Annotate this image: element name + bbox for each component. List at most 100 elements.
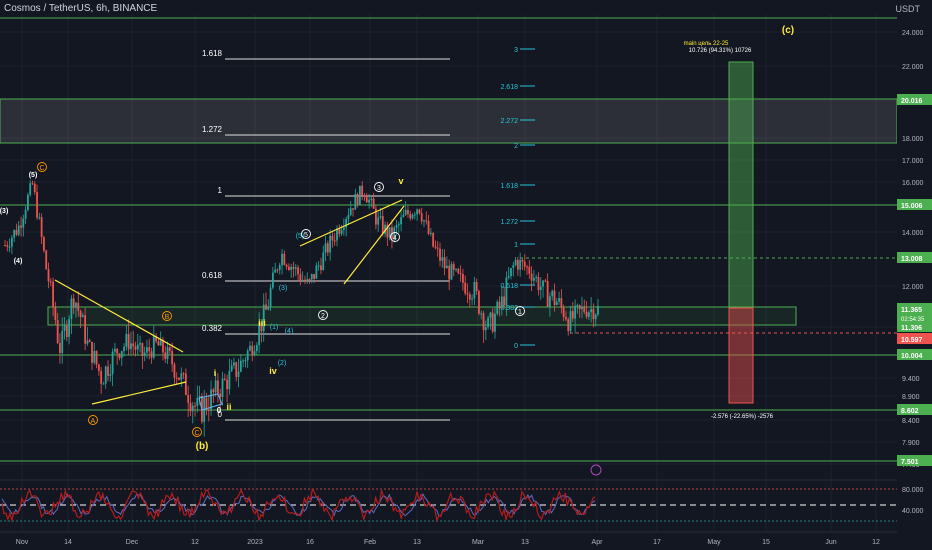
x-tick-label: 16 — [306, 539, 314, 546]
candle-body — [56, 320, 59, 343]
candle-body — [505, 277, 508, 306]
candle-body — [416, 209, 419, 215]
price-tag-label: 11.306 — [901, 325, 922, 332]
candle-body — [393, 227, 396, 240]
candle-body — [301, 279, 304, 282]
candle-body — [65, 325, 68, 338]
wave-label: B — [165, 314, 170, 321]
support-zone — [47, 306, 797, 326]
wave-circle — [515, 306, 525, 316]
candle-body — [583, 306, 586, 312]
candle-body — [205, 397, 208, 410]
x-tick-label: 17 — [653, 539, 661, 546]
candle-body — [310, 274, 313, 280]
candle-body — [397, 224, 400, 226]
candle-body — [402, 214, 405, 218]
countdown-label: 02:54:35 — [901, 317, 925, 323]
candle-body — [109, 374, 112, 376]
candle-body — [503, 296, 506, 306]
candle-body — [445, 265, 448, 269]
x-tick-label: 12 — [191, 539, 199, 546]
candle-body — [123, 346, 125, 352]
candle-body — [86, 340, 89, 344]
fib-cyan-label: 2.272 — [500, 118, 518, 125]
candle-body — [388, 227, 391, 238]
candle-body — [510, 268, 512, 277]
candle-body — [262, 304, 265, 332]
price-tag — [897, 321, 932, 332]
candle-body — [425, 220, 428, 222]
candle-body — [111, 351, 114, 375]
candle-body — [175, 377, 178, 379]
candle-body — [187, 394, 190, 403]
candle-body — [68, 318, 71, 338]
candle-body — [59, 342, 61, 354]
wave-circle — [318, 310, 328, 320]
candle-body — [480, 313, 483, 315]
target-note: main цель 22-25 — [684, 41, 729, 47]
candle-body — [523, 261, 526, 267]
candle-body — [567, 319, 570, 332]
wave-label: 5 — [304, 232, 308, 239]
x-tick-label: 15 — [762, 539, 770, 546]
price-tag-label: 15.006 — [901, 203, 923, 210]
candle-body — [271, 272, 274, 288]
candle-body — [546, 281, 549, 307]
candle-body — [251, 345, 254, 356]
candle-body — [70, 298, 73, 319]
candle-body — [168, 347, 171, 351]
candle-body — [478, 291, 480, 314]
x-tick-label: 2023 — [247, 539, 263, 546]
wave-label: i — [214, 368, 217, 378]
candle-body — [196, 398, 199, 406]
candle-body — [217, 380, 219, 394]
candle-body — [386, 224, 389, 238]
candle-body — [22, 218, 25, 228]
candle-body — [93, 350, 96, 363]
candle-body — [24, 209, 27, 219]
candle-body — [407, 209, 409, 215]
candle-body — [487, 317, 490, 328]
candle-body — [237, 371, 240, 377]
candle-body — [13, 229, 16, 238]
candle-body — [29, 183, 32, 195]
candle-body — [97, 364, 100, 371]
candle-body — [100, 370, 103, 384]
candle-body — [489, 312, 492, 318]
wave-circle — [192, 427, 202, 437]
candle-body — [441, 257, 444, 261]
y-tick-label: 8.400 — [902, 418, 920, 425]
candle-body — [164, 352, 167, 359]
candle-body — [40, 217, 43, 238]
fib-cyan-label: 0.382 — [500, 305, 518, 312]
candle-body — [491, 312, 494, 332]
candle-body — [475, 282, 478, 292]
wave-label: C — [39, 165, 44, 172]
candle-body — [354, 194, 357, 210]
fib-cyan-label: 2 — [514, 143, 518, 150]
candle-body — [329, 235, 332, 253]
candle-body — [562, 307, 565, 318]
wave-label: 3 — [377, 185, 381, 192]
candle-body — [558, 298, 560, 302]
price-tag-label: 20.016 — [901, 98, 923, 105]
candle-body — [361, 185, 364, 196]
candle-body — [434, 246, 437, 248]
candle-body — [484, 327, 487, 331]
wave-circle — [162, 311, 172, 321]
candle-body — [439, 248, 441, 261]
candle-body — [336, 228, 338, 241]
x-tick-label: Feb — [364, 539, 376, 546]
candle-body — [219, 393, 222, 397]
price-tag-label: 8.602 — [901, 408, 919, 415]
candle-body — [592, 308, 595, 320]
candle-body — [166, 347, 169, 359]
fib-cyan-label: 1.272 — [500, 219, 518, 226]
candle-body — [265, 304, 267, 310]
candle-body — [496, 301, 499, 314]
symbol-title: Cosmos / TetherUS, 6h, BINANCE — [4, 3, 158, 14]
candle-body — [207, 409, 210, 411]
candle-body — [516, 259, 519, 270]
candle-body — [214, 380, 217, 393]
